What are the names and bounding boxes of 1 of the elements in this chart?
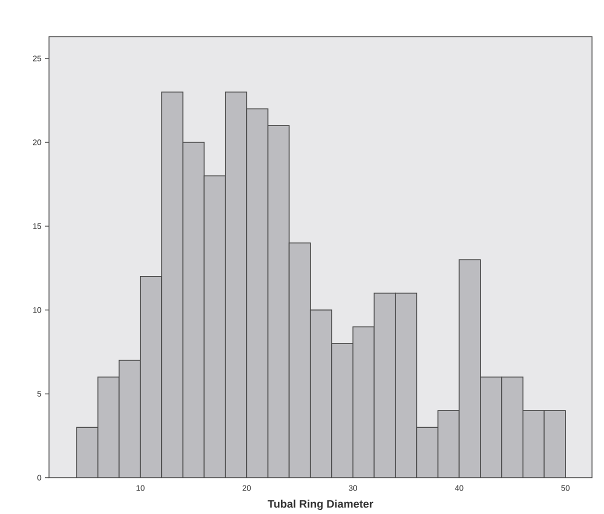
x-axis-title: Tubal Ring Diameter <box>268 500 374 510</box>
